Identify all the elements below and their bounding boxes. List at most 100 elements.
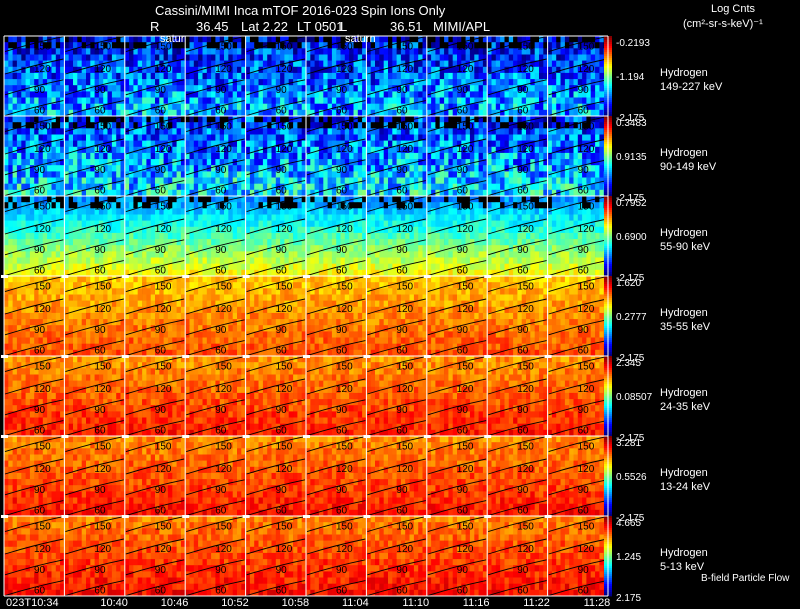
colorbar-5: 3.281 0.5526 -2.175: [604, 436, 647, 524]
time-tick-label: 10:40: [100, 597, 128, 609]
contour-label: 120: [457, 464, 474, 475]
contour-label: 90: [457, 85, 469, 96]
colorbar-max: 2.345: [616, 358, 641, 369]
contour-label: 90: [336, 85, 348, 96]
contour-label: 120: [215, 144, 232, 155]
contour-label: 60: [517, 106, 529, 117]
contour-label: 60: [34, 586, 46, 597]
contour-label: 150: [94, 362, 111, 373]
contour-label: 90: [215, 405, 227, 416]
contour-label: 150: [34, 362, 51, 373]
contour-label: 60: [215, 346, 227, 357]
contour-label: 60: [34, 346, 46, 357]
contour-label: 60: [276, 266, 288, 277]
panel-r3-c8: 150 120 90 60: [484, 275, 548, 357]
contour-label: 150: [276, 362, 293, 373]
contour-label: 90: [94, 565, 106, 576]
contour-label: 120: [578, 544, 595, 555]
l-shell-label: L: [340, 19, 348, 34]
panel-r1-c7: 150 120 90 60: [426, 116, 488, 197]
range-value: 36.45: [196, 19, 229, 34]
institution: MIMI/APL: [433, 19, 491, 34]
contour-label: 120: [396, 224, 413, 235]
panel-r4-c2: 150 120 90 60: [121, 355, 186, 437]
contour-label: 60: [517, 586, 529, 597]
contour-label: 120: [94, 224, 111, 235]
species-label: Hydrogen: [660, 467, 708, 479]
panel-r6-c5: 150 120 90 60: [303, 515, 367, 597]
contour-label: 120: [215, 304, 232, 315]
panel-r6-c8: 150 120 90 60: [484, 515, 548, 597]
contour-label: 60: [457, 426, 469, 437]
contour-label: 90: [457, 565, 469, 576]
contour-label: 90: [578, 245, 590, 256]
contour-label: 60: [517, 186, 529, 197]
contour-label: 90: [215, 165, 227, 176]
contour-label: 60: [457, 106, 469, 117]
panel-r4-c7: 150 120 90 60: [423, 355, 488, 437]
panel-r4-c3: 150 120 90 60: [182, 355, 246, 437]
contour-label: 120: [457, 144, 474, 155]
contour-label: 120: [34, 384, 51, 395]
contour-label: 150: [578, 442, 595, 453]
contour-label: 60: [155, 266, 167, 277]
panel-r5-c9: 150 120 90 60: [544, 435, 609, 517]
contour-label: 60: [457, 186, 469, 197]
panel-r4-c6: 150 120 90 60: [363, 355, 428, 437]
contour-label: 120: [578, 64, 595, 75]
contour-label: 60: [578, 586, 590, 597]
panel-r5-c3: 150 120 90 60: [182, 435, 246, 517]
contour-label: 120: [578, 144, 595, 155]
colorbar-mid: 0.9135: [616, 152, 647, 163]
colorbar-mid: 0.5526: [616, 472, 647, 483]
panel-r5-c0: 150 120 90 60: [1, 435, 65, 517]
contour-label: 60: [155, 506, 167, 517]
contour-label: 90: [155, 325, 167, 336]
contour-label: 120: [155, 464, 172, 475]
contour-label: 60: [517, 266, 529, 277]
contour-label: 90: [396, 245, 408, 256]
panel-r6-c9: 150 120 90 60: [544, 515, 609, 597]
contour-label: 150: [457, 442, 474, 453]
contour-label: 60: [94, 586, 106, 597]
panel-r3-c6: 150 120 90 60: [363, 275, 428, 357]
panel-r2-c0: 150 120 90 60: [4, 196, 65, 277]
contour-label: 150: [517, 522, 534, 533]
contour-label: 120: [276, 64, 293, 75]
panel-r5-c5: 150 120 90 60: [303, 435, 367, 517]
contour-label: 60: [155, 426, 167, 437]
panel-r4-c8: 150 120 90 60: [484, 355, 548, 437]
contour-label: 60: [396, 106, 408, 117]
contour-label: 120: [34, 304, 51, 315]
contour-label: 120: [396, 304, 413, 315]
contour-label: 120: [94, 64, 111, 75]
species-label: Hydrogen: [660, 227, 708, 239]
contour-label: 120: [396, 464, 413, 475]
contour-label: 150: [34, 442, 51, 453]
contour-label: 150: [396, 522, 413, 533]
panel-r6-c0: 150 120 90 60: [1, 515, 65, 597]
contour-label: 60: [276, 586, 288, 597]
contour-label: 150: [457, 122, 474, 133]
panel-r0-c4: 150 120 90 60: [245, 36, 307, 117]
contour-label: 90: [94, 85, 106, 96]
panel-r1-c9: 150 120 90 60: [547, 116, 609, 197]
contour-label: 120: [94, 304, 111, 315]
contour-label: 90: [276, 405, 288, 416]
contour-label: 60: [34, 506, 46, 517]
contour-label: 150: [336, 442, 353, 453]
l-shell-value: 36.51: [390, 19, 423, 34]
contour-label: 120: [34, 544, 51, 555]
contour-label: 90: [517, 245, 529, 256]
panel-r0-c0: 150 120 90 60: [4, 36, 65, 117]
contour-label: 90: [396, 565, 408, 576]
local-time: LT 0501: [297, 19, 344, 34]
contour-label: 90: [457, 165, 469, 176]
contour-label: 120: [34, 144, 51, 155]
contour-label: 150: [336, 202, 353, 213]
contour-label: 120: [517, 64, 534, 75]
panel-r3-c3: 150 120 90 60: [182, 275, 246, 357]
panel-r0-c5: 150 120 90 60: [306, 36, 367, 117]
contour-label: 90: [155, 85, 167, 96]
colorbar-min: -2.175: [616, 433, 645, 444]
